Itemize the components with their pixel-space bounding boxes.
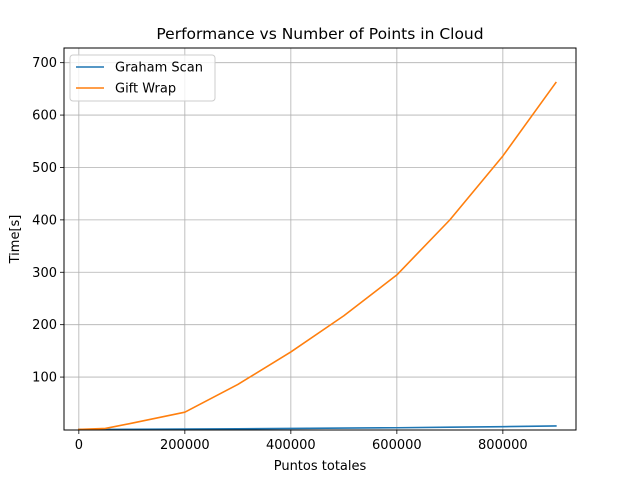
y-tick-label: 500 [32,161,57,176]
series-line-graham-scan [78,425,557,431]
legend-box [69,54,216,102]
grid-lines [64,48,576,430]
axis-ticks: 0 200000 400000 600000 800000 100 200 300 400 500… [32,56,528,453]
x-tick-label: 0 [75,438,83,453]
y-tick-label: 600 [32,109,57,124]
legend-label-graham-scan: Graham Scan [115,61,203,76]
x-tick-label: 200000 [160,438,210,453]
legend: Graham Scan Gift Wrap [69,54,216,102]
x-axis-label: Puntos totales [274,459,367,474]
x-tick-label: 800000 [478,438,528,453]
y-tick-label: 400 [32,213,57,228]
series-lines [78,81,557,431]
chart-title: Performance vs Number of Points in Cloud [156,25,483,43]
series-line-gift-wrap [78,81,557,431]
y-tick-label: 200 [32,318,57,333]
y-tick-label: 700 [32,56,57,71]
y-axis-label: Time[s] [8,215,23,265]
y-tick-label: 300 [32,266,57,281]
x-tick-label: 400000 [266,438,316,453]
y-tick-label: 100 [32,371,57,386]
x-tick-label: 600000 [372,438,422,453]
legend-label-gift-wrap: Gift Wrap [115,82,176,97]
plot-frame [63,47,577,431]
